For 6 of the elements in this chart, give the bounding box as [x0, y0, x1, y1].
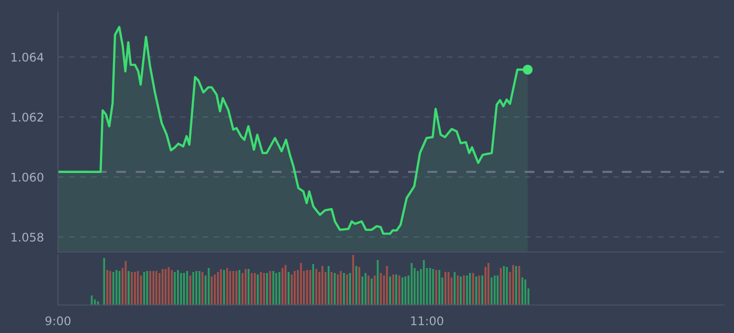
y-tick-label: 1.058: [12, 232, 44, 242]
y-tick-label: 1.060: [12, 172, 44, 182]
y-tick-label: 1.064: [12, 52, 44, 62]
x-tick-label: 11:00: [411, 316, 444, 326]
y-tick-label: 1.062: [12, 112, 43, 122]
x-tick-label: 9:00: [45, 316, 70, 326]
